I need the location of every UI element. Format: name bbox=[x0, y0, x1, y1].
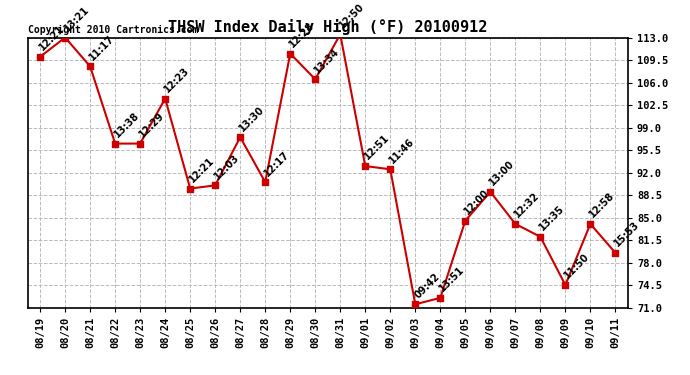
Text: 13:35: 13:35 bbox=[538, 204, 566, 232]
Point bbox=[210, 182, 221, 188]
Text: 12:58: 12:58 bbox=[587, 190, 617, 220]
Point bbox=[285, 51, 296, 57]
Text: 13:51: 13:51 bbox=[437, 265, 466, 294]
Text: 12:50: 12:50 bbox=[337, 1, 366, 30]
Point bbox=[135, 141, 146, 147]
Point bbox=[585, 221, 596, 227]
Text: 13:38: 13:38 bbox=[112, 110, 141, 140]
Text: 12:28: 12:28 bbox=[287, 20, 317, 50]
Text: 13:00: 13:00 bbox=[487, 159, 516, 188]
Point bbox=[460, 218, 471, 224]
Point bbox=[335, 31, 346, 37]
Text: 09:42: 09:42 bbox=[413, 271, 442, 300]
Text: Copyright 2010 Cartronics.com: Copyright 2010 Cartronics.com bbox=[28, 25, 198, 35]
Text: 12:23: 12:23 bbox=[162, 65, 191, 94]
Point bbox=[110, 141, 121, 147]
Point bbox=[310, 76, 321, 82]
Title: THSW Index Daily High (°F) 20100912: THSW Index Daily High (°F) 20100912 bbox=[168, 19, 487, 35]
Text: 11:46: 11:46 bbox=[387, 136, 416, 165]
Text: 11:50: 11:50 bbox=[562, 252, 591, 281]
Text: 12:51: 12:51 bbox=[362, 133, 391, 162]
Point bbox=[85, 63, 96, 69]
Point bbox=[159, 96, 170, 102]
Point bbox=[485, 189, 496, 195]
Text: 13:21: 13:21 bbox=[62, 4, 91, 33]
Point bbox=[410, 301, 421, 307]
Text: 11:17: 11:17 bbox=[87, 33, 116, 62]
Text: 15:53: 15:53 bbox=[613, 220, 642, 249]
Point bbox=[610, 250, 621, 256]
Text: 13:30: 13:30 bbox=[237, 104, 266, 133]
Point bbox=[535, 234, 546, 240]
Point bbox=[510, 221, 521, 227]
Point bbox=[59, 34, 70, 40]
Text: 12:00: 12:00 bbox=[462, 188, 491, 216]
Text: 12:03: 12:03 bbox=[213, 152, 242, 181]
Point bbox=[560, 282, 571, 288]
Point bbox=[185, 186, 196, 192]
Point bbox=[259, 179, 270, 185]
Point bbox=[34, 54, 46, 60]
Point bbox=[385, 166, 396, 172]
Text: 12:29: 12:29 bbox=[137, 110, 166, 140]
Text: 12:21: 12:21 bbox=[37, 24, 66, 52]
Point bbox=[235, 134, 246, 140]
Text: 12:21: 12:21 bbox=[187, 155, 216, 184]
Text: 12:17: 12:17 bbox=[262, 149, 291, 178]
Text: 12:32: 12:32 bbox=[513, 191, 542, 220]
Text: 13:34: 13:34 bbox=[313, 46, 342, 75]
Point bbox=[435, 295, 446, 301]
Point bbox=[359, 163, 371, 169]
